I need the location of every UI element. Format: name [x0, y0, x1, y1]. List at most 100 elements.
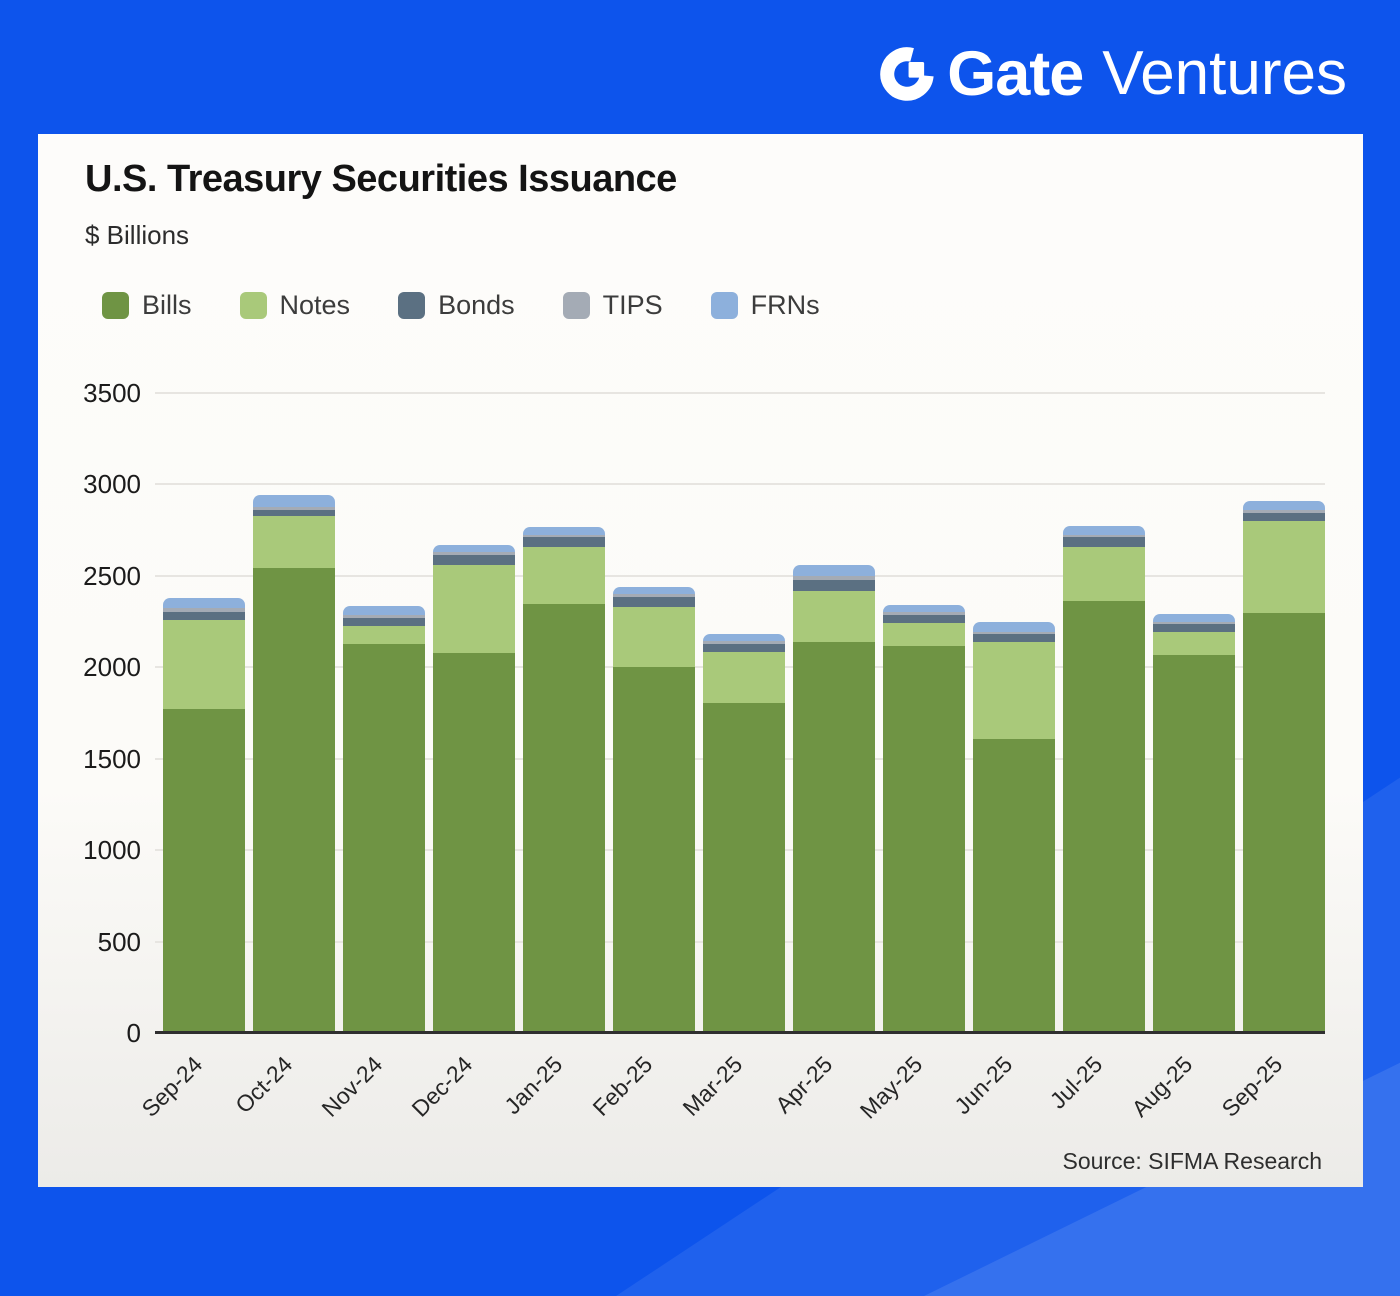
bills-segment: [1243, 613, 1325, 1033]
y-axis-label: 2500: [83, 560, 141, 591]
notes-segment: [1243, 521, 1325, 614]
frns-segment: [793, 564, 875, 576]
y-axis-label: 500: [97, 926, 141, 957]
bonds-segment: [433, 554, 515, 565]
tips-segment: [253, 507, 335, 511]
legend-swatch-notes: [239, 292, 267, 319]
tips-segment: [883, 612, 965, 616]
frns-segment: [1243, 500, 1325, 511]
bills-segment: [433, 652, 515, 1033]
legend-swatch-tips: [562, 292, 590, 319]
bar-Feb-25: [613, 586, 695, 1033]
bills-segment: [883, 646, 965, 1033]
y-axis-label: 1000: [83, 835, 141, 866]
frns-segment: [613, 586, 695, 595]
bonds-segment: [1063, 537, 1145, 547]
notes-segment: [433, 564, 515, 653]
bar-Jul-25: [1063, 525, 1145, 1033]
legend-item-tips: TIPS: [562, 290, 663, 321]
notes-segment: [163, 619, 245, 710]
chart-subtitle: $ Billions: [85, 220, 190, 250]
bills-segment: [1063, 600, 1145, 1033]
tips-segment: [433, 552, 515, 555]
x-axis-label: Jan-25: [499, 1051, 568, 1120]
gridline-3000: [155, 483, 1325, 486]
plot-area: 0 500 1000 1500 2000 2500 3000 3500 Sep-24 Oct-2…: [83, 378, 1325, 1124]
notes-segment: [253, 516, 335, 568]
frns-segment: [973, 621, 1055, 632]
y-axis-label: 3000: [83, 469, 141, 500]
tips-segment: [793, 575, 875, 580]
bonds-segment: [1243, 512, 1325, 522]
notes-segment: [883, 623, 965, 647]
notes-segment: [703, 651, 785, 703]
legend-item-bills: Bills: [102, 290, 192, 321]
x-axis-label: Oct-24: [230, 1051, 298, 1119]
x-axis-label: Jun-25: [949, 1051, 1018, 1120]
tips-segment: [973, 631, 1055, 635]
bonds-segment: [253, 510, 335, 517]
source-credit: Source: SIFMA Research: [1062, 1148, 1323, 1174]
frns-segment: [433, 544, 515, 553]
bar-Oct-24: [253, 495, 335, 1033]
tips-segment: [1153, 621, 1235, 625]
bills-segment: [613, 667, 695, 1033]
bills-segment: [343, 644, 425, 1033]
bar-Aug-25: [1153, 614, 1235, 1033]
bills-segment: [973, 738, 1055, 1033]
frns-segment: [1153, 614, 1235, 622]
bonds-segment: [1153, 624, 1235, 632]
legend-label: FRNs: [750, 290, 820, 320]
gate-logo-icon: [880, 47, 934, 101]
bills-segment: [163, 709, 245, 1033]
notes-segment: [523, 546, 605, 605]
bonds-segment: [703, 643, 785, 652]
notes-segment: [1063, 546, 1145, 601]
chart-title: U.S. Treasury Securities Issuance: [85, 158, 677, 200]
bar-Apr-25: [793, 564, 875, 1033]
bar-Sep-24: [163, 597, 245, 1033]
gridline-3500: [155, 392, 1325, 394]
legend-item-bonds: Bonds: [398, 290, 515, 321]
bills-segment: [523, 604, 605, 1033]
tips-segment: [343, 615, 425, 618]
legend-label: Bills: [142, 290, 192, 320]
bills-segment: [253, 567, 335, 1033]
legend-label: Notes: [279, 290, 351, 320]
bar-Mar-25: [703, 633, 785, 1033]
x-axis-label: Sep-25: [1216, 1051, 1288, 1122]
bonds-segment: [343, 617, 425, 627]
y-axis-label: 2000: [83, 652, 141, 683]
brand-suffix: Ventures: [1102, 39, 1347, 108]
legend-label: Bonds: [438, 290, 515, 320]
frns-segment: [523, 527, 605, 535]
x-axis-label: Aug-25: [1126, 1051, 1198, 1122]
bills-segment: [793, 641, 875, 1033]
tips-segment: [1063, 534, 1145, 538]
x-axis-label: Dec-24: [406, 1051, 478, 1122]
x-axis-label: Jul-25: [1044, 1051, 1108, 1114]
notes-segment: [1153, 631, 1235, 656]
y-axis-label: 0: [126, 1018, 141, 1048]
x-axis-label: Sep-24: [136, 1051, 208, 1122]
frns-segment: [1063, 525, 1145, 535]
bonds-segment: [523, 537, 605, 547]
tips-segment: [1243, 510, 1325, 513]
bonds-segment: [613, 596, 695, 607]
tips-segment: [613, 594, 695, 597]
legend-swatch-frns: [710, 292, 738, 319]
bar-series: [155, 393, 1325, 1033]
chart-legend: Bills Notes Bonds TIPS FRNs: [102, 290, 820, 321]
tips-segment: [703, 640, 785, 644]
frns-segment: [253, 495, 335, 508]
notes-segment: [343, 626, 425, 645]
x-axis-label: Feb-25: [587, 1051, 658, 1121]
frns-segment: [343, 606, 425, 616]
legend-item-frns: FRNs: [710, 290, 820, 321]
x-axis-label: Nov-24: [316, 1051, 388, 1122]
bar-Nov-24: [343, 606, 425, 1033]
x-axis-label: Apr-25: [770, 1051, 838, 1119]
tips-segment: [163, 607, 245, 612]
bonds-segment: [973, 634, 1055, 642]
bar-May-25: [883, 605, 965, 1033]
